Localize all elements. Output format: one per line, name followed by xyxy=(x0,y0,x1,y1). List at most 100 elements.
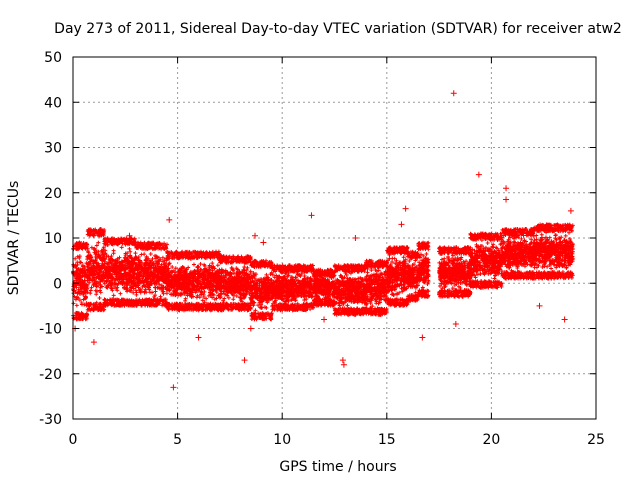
data-point xyxy=(94,243,99,248)
data-point xyxy=(86,250,91,255)
data-point xyxy=(85,262,90,267)
data-point xyxy=(98,306,103,311)
data-point xyxy=(83,288,88,293)
data-point xyxy=(77,260,82,265)
data-point xyxy=(85,232,90,237)
data-point xyxy=(99,248,104,253)
data-point xyxy=(90,306,95,311)
data-point xyxy=(79,274,84,279)
data-point xyxy=(95,308,100,313)
data-point xyxy=(91,271,96,276)
data-point xyxy=(302,297,307,302)
data-point xyxy=(103,248,108,253)
data-point xyxy=(101,229,106,234)
data-point xyxy=(80,316,85,321)
data-point xyxy=(73,297,78,302)
data-point xyxy=(77,276,82,281)
data-point xyxy=(77,312,82,317)
data-point xyxy=(92,276,97,281)
data-point xyxy=(85,246,90,251)
data-point xyxy=(80,311,85,316)
data-point xyxy=(97,265,102,270)
data-point xyxy=(242,264,247,269)
data-point xyxy=(80,266,85,271)
data-point xyxy=(76,282,81,287)
data-point xyxy=(84,242,89,247)
data-point xyxy=(98,226,103,231)
data-point xyxy=(101,245,106,250)
data-point xyxy=(245,265,250,270)
data-point xyxy=(210,261,215,266)
data-point xyxy=(92,250,97,255)
data-point xyxy=(87,301,92,306)
data-point xyxy=(86,261,91,266)
data-point xyxy=(93,255,98,260)
data-point xyxy=(75,246,80,251)
data-point xyxy=(74,278,79,283)
data-point xyxy=(97,295,102,300)
data-point xyxy=(96,249,101,254)
data-point xyxy=(91,247,96,252)
data-point xyxy=(88,259,93,264)
data-point xyxy=(133,251,138,256)
data-point xyxy=(74,303,79,308)
data-point xyxy=(80,279,85,284)
data-point xyxy=(191,262,196,267)
data-point xyxy=(147,290,152,295)
data-point xyxy=(89,285,94,290)
data-point xyxy=(98,301,103,306)
data-point xyxy=(100,266,105,271)
data-point xyxy=(164,291,169,296)
data-point xyxy=(94,275,99,280)
data-point xyxy=(134,292,139,297)
data-point xyxy=(91,302,96,307)
data-point xyxy=(88,288,93,293)
data-point xyxy=(77,298,82,303)
data-point xyxy=(104,279,109,284)
data-point xyxy=(94,292,99,297)
data-point xyxy=(170,265,175,270)
data-point xyxy=(97,288,102,293)
data-point xyxy=(87,266,92,271)
data-point xyxy=(71,291,76,296)
data-point xyxy=(86,274,91,279)
data-point xyxy=(73,256,78,261)
data-point xyxy=(99,258,104,263)
data-point xyxy=(82,285,87,290)
data-point xyxy=(76,272,81,277)
data-point xyxy=(87,307,92,312)
data-point xyxy=(119,245,124,250)
data-point xyxy=(98,290,103,295)
data-point xyxy=(98,282,103,287)
data-point xyxy=(91,268,96,272)
data-point xyxy=(76,316,81,321)
data-point xyxy=(87,280,92,285)
data-point xyxy=(153,289,158,294)
data-point xyxy=(95,280,100,285)
data-point xyxy=(148,251,153,256)
data-point xyxy=(198,261,203,266)
data-point xyxy=(215,263,220,268)
data-point xyxy=(83,295,88,300)
data-point xyxy=(96,276,101,281)
data-point xyxy=(81,297,86,302)
data-point xyxy=(93,265,98,270)
data-point xyxy=(118,291,123,296)
data-point xyxy=(231,297,236,302)
data-point xyxy=(111,248,116,253)
data-point xyxy=(86,229,91,234)
data-points xyxy=(71,90,575,391)
data-point xyxy=(109,254,114,259)
data-point xyxy=(75,310,80,315)
data-point xyxy=(96,240,101,245)
data-point xyxy=(75,295,80,300)
data-point xyxy=(77,289,82,294)
data-point xyxy=(87,227,92,232)
data-point xyxy=(142,252,147,257)
data-point xyxy=(85,303,90,308)
data-point xyxy=(90,258,95,263)
data-point xyxy=(77,255,82,260)
data-point xyxy=(73,263,78,268)
data-point xyxy=(84,272,89,277)
